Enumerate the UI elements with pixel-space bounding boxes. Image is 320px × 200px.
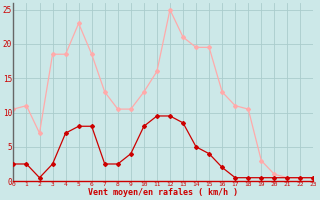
X-axis label: Vent moyen/en rafales ( km/h ): Vent moyen/en rafales ( km/h ) (88, 188, 238, 197)
